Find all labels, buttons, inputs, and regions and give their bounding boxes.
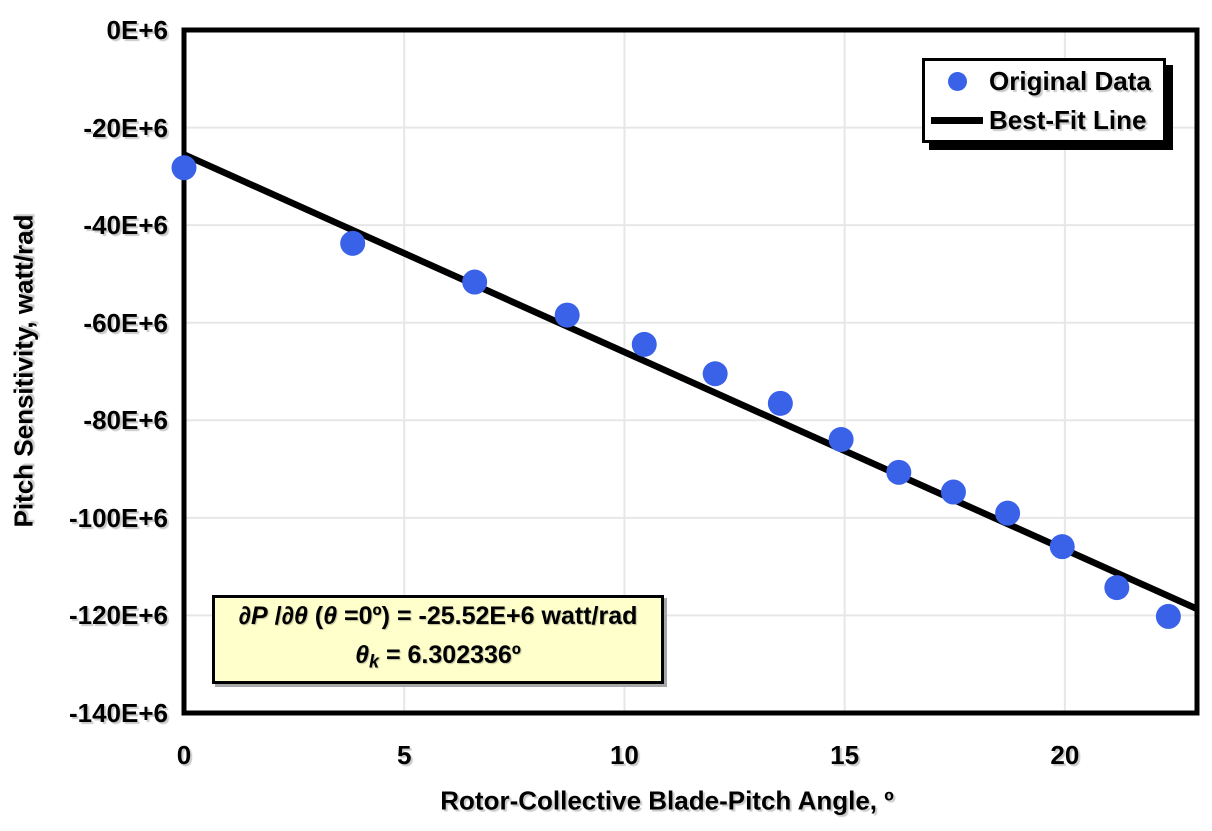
data-point — [462, 269, 488, 295]
data-point — [171, 155, 197, 181]
annotation-box: ∂P /∂θ (θ =0º) = -25.52E+6 watt/rad θk =… — [212, 595, 664, 684]
y-tick-label: 0E+6 — [106, 15, 168, 45]
x-tick-label: 10 — [609, 740, 639, 770]
data-point — [554, 302, 580, 328]
data-point — [1049, 534, 1075, 560]
legend: Original Data Best-Fit Line — [922, 58, 1166, 143]
x-tick-label: 20 — [1050, 740, 1080, 770]
y-axis-title: Pitch Sensitivity, watt/rad — [8, 214, 39, 528]
data-point — [1155, 603, 1181, 629]
data-point — [940, 479, 966, 505]
k-subscript: k — [369, 651, 380, 672]
data-point — [767, 390, 793, 416]
legend-marker-cell — [925, 71, 989, 91]
data-point — [1104, 575, 1130, 601]
plot-frame — [181, 27, 1200, 716]
legend-label-original-data: Original Data — [989, 65, 1151, 96]
sensitivity-value: -25.52E+6 — [418, 602, 535, 631]
theta-k-value: 6.302336º — [407, 641, 521, 670]
annotation-theta-k: θk = 6.302336º — [355, 641, 521, 672]
legend-item-best-fit-line: Best-Fit Line — [925, 101, 1163, 139]
theta-symbol: θ — [323, 602, 338, 631]
partial-theta-symbol: ∂θ — [281, 602, 308, 631]
partial-p-symbol: ∂P — [238, 602, 268, 631]
theta-symbol: θ — [355, 641, 370, 670]
data-point — [702, 361, 728, 387]
y-tick-label: -140E+6 — [68, 698, 168, 728]
data-point — [995, 500, 1021, 526]
y-tick-label: -20E+6 — [83, 112, 168, 143]
y-tick-label: -120E+6 — [68, 600, 168, 631]
data-point — [828, 427, 854, 453]
x-tick-label: 15 — [830, 740, 860, 770]
scatter-marker-icon — [947, 71, 967, 91]
annotation-equation: ∂P /∂θ (θ =0º) = -25.52E+6 watt/rad — [238, 602, 638, 631]
line-sample-icon — [931, 116, 983, 124]
x-tick-label: 5 — [396, 740, 412, 770]
data-point — [340, 230, 366, 256]
y-tick-label: -40E+6 — [83, 210, 168, 241]
y-tick-label: -60E+6 — [83, 307, 168, 338]
y-tick-label: -100E+6 — [68, 502, 168, 533]
legend-marker-cell — [925, 116, 989, 124]
best-fit-line — [182, 151, 1199, 612]
legend-label-best-fit-line: Best-Fit Line — [989, 104, 1147, 135]
data-point — [631, 331, 657, 357]
x-axis-title: Rotor-Collective Blade-Pitch Angle, º — [440, 785, 894, 816]
legend-item-original-data: Original Data — [925, 62, 1163, 100]
y-tick-label: -80E+6 — [83, 405, 168, 436]
data-point — [886, 459, 912, 485]
x-tick-label: 0 — [176, 740, 192, 770]
